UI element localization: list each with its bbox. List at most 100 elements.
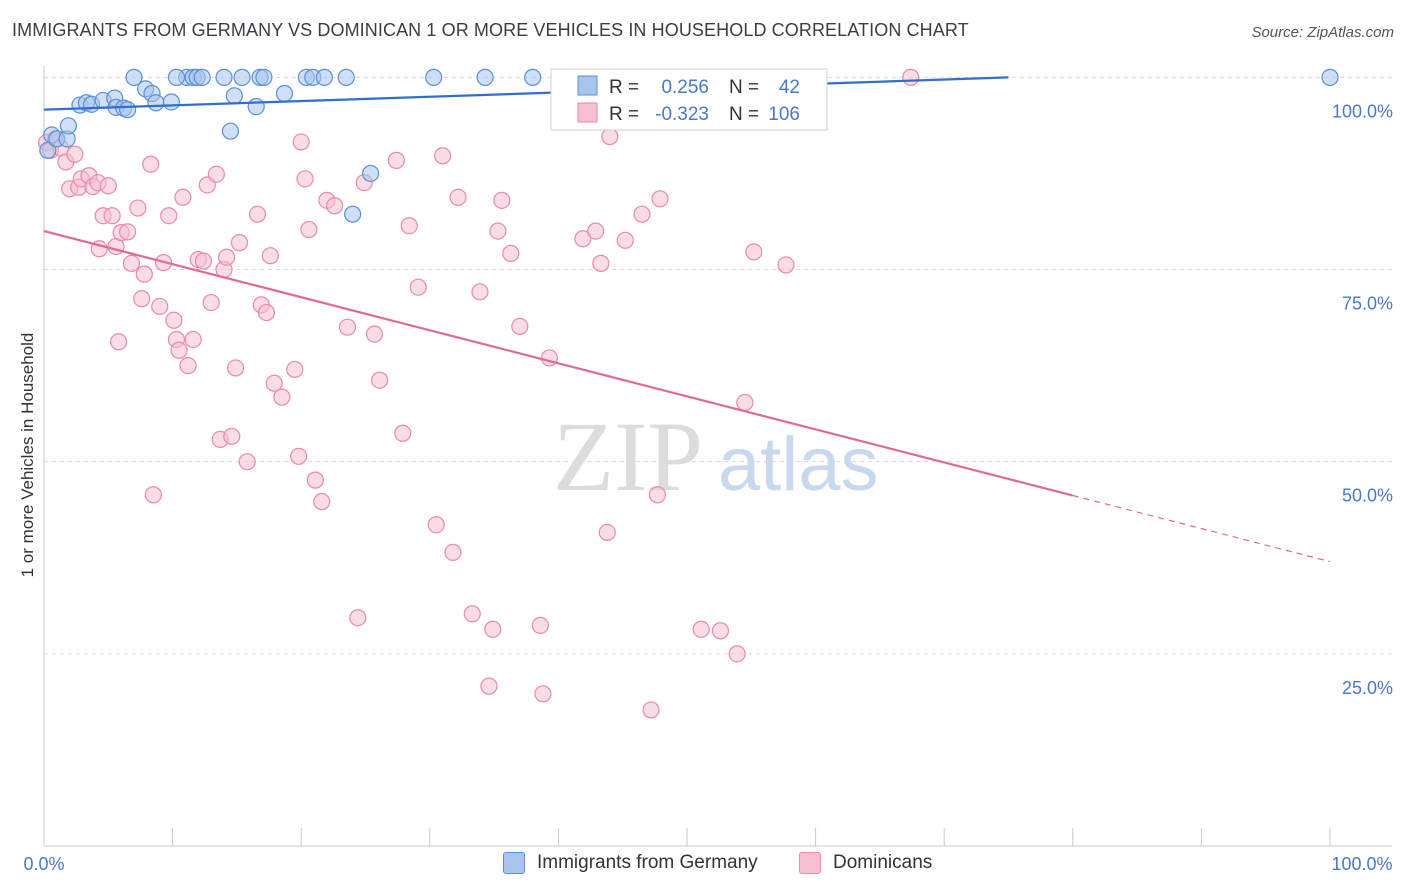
dominican-point (633, 205, 651, 223)
dominican-point (493, 191, 511, 209)
dominican-point (109, 333, 128, 351)
dominican-point (66, 145, 84, 163)
germany-point (275, 84, 294, 103)
dominican-point (144, 486, 162, 504)
dominican-point (227, 359, 245, 377)
germany-point (362, 164, 380, 183)
dominican-point (349, 609, 367, 627)
dominican-point (471, 283, 489, 301)
legend-dominicans-label: Dominicans (833, 852, 933, 873)
stats-swatch (577, 75, 598, 96)
dominican-point (371, 371, 389, 389)
dominican-point (449, 188, 467, 206)
dominican-trend-line-extension (1072, 494, 1331, 563)
dominican-point (306, 471, 324, 489)
germany-point (125, 68, 143, 86)
dominican-point (160, 207, 178, 225)
dominican-point (409, 278, 427, 296)
dominican-point (463, 605, 481, 623)
dominican-point (587, 222, 605, 240)
germany-point (167, 68, 186, 86)
stats-n-value: 106 (768, 104, 800, 125)
dominican-point (296, 170, 314, 188)
gridlines (44, 76, 1392, 655)
dominican-point (230, 234, 249, 252)
dominican-point (133, 290, 151, 308)
dominican-point (179, 357, 197, 375)
germany-point (193, 68, 211, 86)
legend-germany-swatch (503, 852, 525, 874)
dominican-point (257, 303, 276, 322)
dominican-point (103, 207, 121, 225)
dominican-point (135, 265, 153, 283)
dominican-point (174, 188, 192, 206)
germany-point (425, 68, 443, 86)
dominican-point (616, 231, 634, 249)
dominican-point (592, 254, 610, 272)
legend-dominicans-swatch (799, 852, 821, 874)
dominican-point (184, 330, 202, 349)
stats-n-label: N = (729, 77, 759, 98)
legend-germany[interactable]: Immigrants from Germany (503, 852, 758, 874)
legend-germany-label: Immigrants from Germany (537, 852, 758, 873)
germany-point (221, 122, 240, 140)
dominican-point (207, 165, 225, 183)
germany-point (147, 94, 165, 112)
dominican-point (574, 230, 592, 248)
dominican-point (202, 293, 220, 312)
stats-r-value: -0.323 (655, 104, 709, 125)
stats-n-label: N = (729, 104, 759, 125)
dominican-point (265, 374, 283, 392)
dominican-point (292, 133, 310, 151)
stats-box: R = 0.256 N = 42 R = -0.323 N = 106 (550, 68, 828, 131)
dominican-point (601, 127, 619, 146)
dominican-point (338, 318, 357, 336)
dominican-point (129, 199, 147, 217)
dominican-point (427, 516, 445, 534)
dominican-point (218, 248, 236, 266)
dominican-points (37, 68, 920, 719)
dominican-point (489, 222, 507, 240)
dominican-point (326, 197, 344, 215)
y-tick-label: 100.0% (1332, 101, 1393, 121)
dominican-point (648, 486, 667, 504)
watermark: ZIP atlas (553, 401, 879, 512)
dominican-point (480, 677, 498, 695)
germany-point (524, 68, 542, 86)
dominican-point (484, 620, 502, 638)
germany-point (337, 68, 355, 86)
germany-point (344, 205, 362, 223)
dominican-point (300, 220, 318, 239)
source-label: Source: ZipAtlas.com (1251, 24, 1394, 41)
stats-swatch (577, 102, 598, 123)
dominican-point (365, 325, 384, 343)
dominican-point (165, 311, 183, 329)
dominican-point (502, 244, 520, 262)
dominican-point (99, 177, 117, 195)
watermark-atlas: atlas (718, 422, 879, 507)
dominican-point (745, 243, 763, 261)
dominican-point (736, 393, 754, 412)
dominican-point (194, 252, 213, 270)
dominican-point (902, 68, 920, 86)
chart-title: IMMIGRANTS FROM GERMANY VS DOMINICAN 1 O… (12, 20, 969, 40)
germany-trend-line (43, 76, 1009, 111)
stats-r-label: R = (609, 77, 639, 98)
tick-labels: 25.0% 50.0% 75.0% 100.0% 0.0% 100.0% (23, 101, 1393, 874)
dominican-point (313, 493, 331, 511)
dominican-trend-line (43, 230, 1074, 497)
dominican-point (400, 217, 418, 235)
germany-point (247, 97, 265, 116)
germany-point (59, 117, 78, 135)
y-tick-label: 25.0% (1342, 678, 1393, 698)
dominican-point (394, 424, 412, 442)
dominican-point (387, 151, 405, 169)
dominican-point (273, 388, 291, 406)
germany-point (315, 68, 333, 86)
legend-dominicans[interactable]: Dominicans (799, 852, 932, 874)
stats-n-value: 42 (779, 77, 800, 98)
dominican-point (531, 616, 549, 635)
germany-point (118, 101, 137, 119)
dominican-point (511, 317, 529, 336)
